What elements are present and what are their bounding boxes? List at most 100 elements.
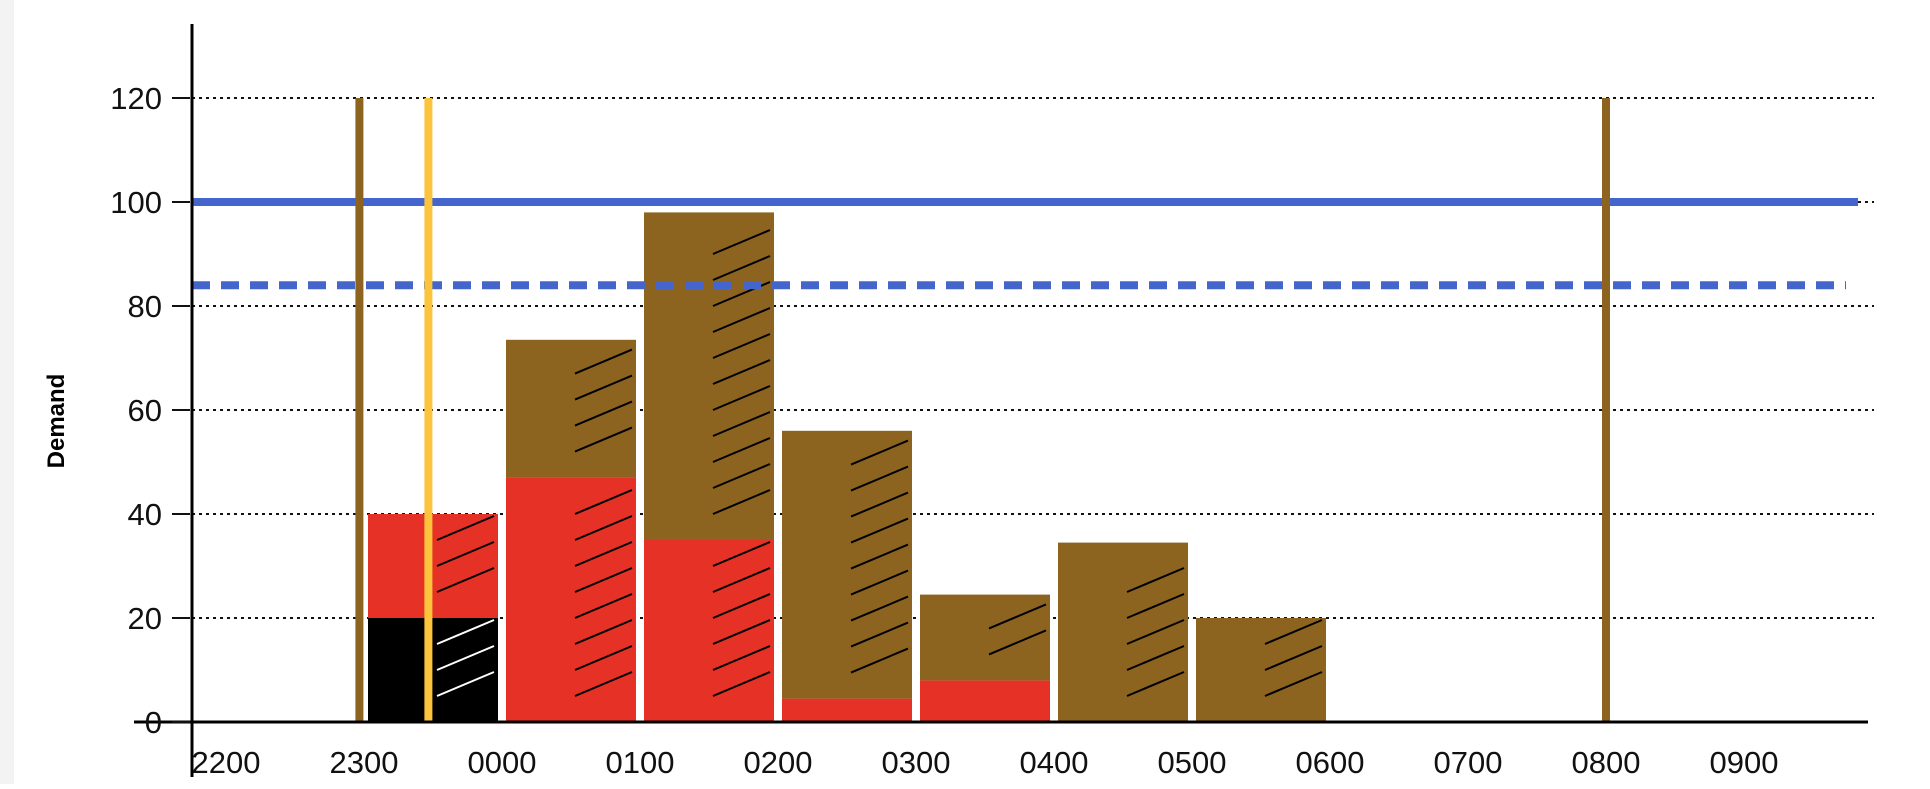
hatch-line: [712, 541, 771, 567]
x-tick-label: 0400: [1020, 745, 1089, 780]
x-tick-label: 2300: [330, 745, 399, 780]
hatch-line: [712, 437, 771, 463]
hatch-pattern: [712, 229, 771, 515]
hatch-line: [1126, 619, 1185, 645]
hatch-line: [436, 541, 495, 567]
bar-0200-segment-1: [782, 430, 912, 699]
hatch-line: [574, 567, 633, 593]
y-axis-label: Demand: [43, 374, 70, 469]
hatch-line: [574, 426, 633, 453]
hatch-line: [1264, 645, 1323, 671]
x-tick-label: 2200: [192, 745, 261, 780]
hatch-pattern: [574, 348, 633, 453]
hatch-pattern: [574, 489, 633, 697]
hatch-line: [712, 619, 771, 645]
hatch-line: [712, 385, 771, 411]
hatch-line: [1126, 645, 1185, 671]
hatch-line: [850, 465, 909, 492]
hatch-line: [436, 567, 495, 593]
y-tick-label: 120: [110, 81, 162, 116]
x-tick-label: 0700: [1434, 745, 1503, 780]
hatch-line: [712, 593, 771, 619]
hatch-line: [850, 439, 909, 466]
time-marker-2328: [424, 98, 433, 722]
hatch-pattern: [850, 439, 909, 674]
bar-0300-segment-0: [920, 680, 1050, 722]
hatch-line: [574, 400, 633, 427]
hatch-line: [988, 629, 1047, 656]
hatch-line: [574, 515, 633, 541]
hatch-line: [712, 229, 771, 255]
y-tick-label: 0: [145, 705, 162, 740]
x-tick-label: 0100: [606, 745, 675, 780]
x-tick-label: 0300: [882, 745, 951, 780]
hatch-line: [988, 603, 1047, 630]
x-tick-label: 0900: [1710, 745, 1779, 780]
hatching: [436, 229, 1323, 697]
hatch-line: [850, 595, 909, 622]
y-tick-label: 40: [128, 497, 162, 532]
hatch-pattern: [436, 515, 495, 593]
axes: [134, 24, 1868, 777]
x-tick-label: 0000: [468, 745, 537, 780]
bar-0000-segment-0: [506, 477, 636, 722]
hatch-line: [574, 645, 633, 671]
hatch-line: [574, 374, 633, 401]
hatch-line: [436, 671, 495, 697]
hatch-line: [574, 593, 633, 619]
hatch-line: [1126, 671, 1185, 697]
hatch-line: [574, 671, 633, 697]
bar-2300-segment-1: [368, 514, 498, 618]
bar-0400-segment-0: [1058, 542, 1188, 722]
left-margin-panel: [0, 0, 14, 784]
x-axis-ticks: 2200 2300 0000 0100 0200 0300 0400 0500 0600 0700…: [192, 745, 1779, 780]
hatch-pattern: [1126, 567, 1185, 697]
hatch-line: [436, 619, 495, 645]
reference-lines: [192, 198, 1858, 290]
bar-0100-segment-1: [644, 212, 774, 540]
hatch-line: [850, 621, 909, 648]
hatch-line: [712, 645, 771, 671]
bar-2300-segment-0: [368, 618, 498, 722]
hatch-line: [712, 333, 771, 359]
bar-0500-segment-0: [1196, 618, 1326, 722]
hatch-line: [850, 647, 909, 674]
time-markers: [355, 98, 1610, 722]
y-tick-label: 100: [110, 185, 162, 220]
hatch-line: [574, 541, 633, 567]
hatch-line: [850, 569, 909, 596]
x-tick-label: 0600: [1296, 745, 1365, 780]
hatch-line: [1126, 567, 1185, 593]
hatch-pattern: [988, 603, 1047, 656]
bar-0100-segment-0: [644, 540, 774, 722]
time-marker-0800: [1602, 98, 1610, 722]
hatch-line: [850, 543, 909, 570]
hatch-line: [712, 463, 771, 489]
hatch-line: [574, 619, 633, 645]
hatch-line: [436, 645, 495, 671]
hatch-line: [436, 515, 495, 541]
hatch-pattern: [436, 619, 495, 697]
hatch-pattern: [712, 541, 771, 697]
hatch-line: [712, 671, 771, 697]
bar-0200-segment-0: [782, 698, 912, 722]
hatch-line: [1264, 619, 1323, 645]
x-tick-label: 0500: [1158, 745, 1227, 780]
hatch-line: [712, 255, 771, 281]
y-tick-label: 20: [128, 601, 162, 636]
hatch-line: [574, 489, 633, 515]
y-tick-label: 80: [128, 289, 162, 324]
hatch-line: [712, 567, 771, 593]
hatch-line: [712, 411, 771, 437]
hatch-line: [574, 348, 633, 375]
hatch-line: [712, 489, 771, 515]
x-tick-label: 0200: [744, 745, 813, 780]
time-marker-2258: [355, 98, 364, 722]
hatch-line: [712, 307, 771, 333]
hatch-pattern: [1264, 619, 1323, 697]
hatch-line: [850, 491, 909, 518]
hatch-line: [1126, 593, 1185, 619]
y-axis-ticks: 0 20 40 60 80 100 120: [110, 81, 190, 740]
